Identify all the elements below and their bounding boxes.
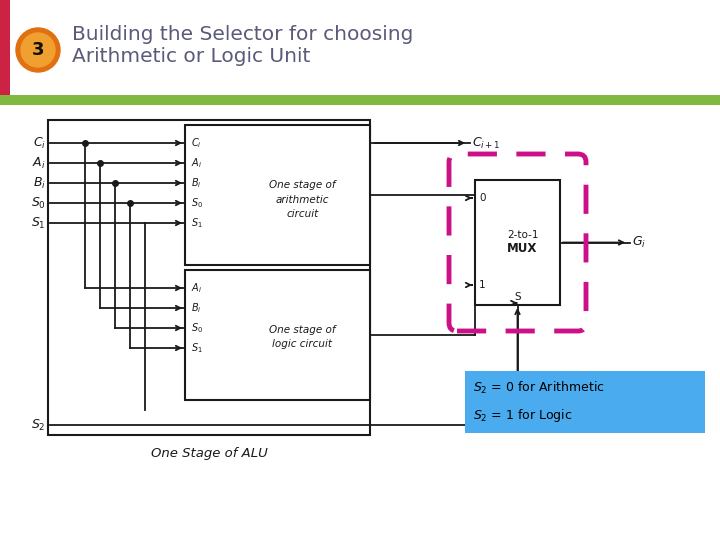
Text: $S_2$ = 0 for Arithmetic: $S_2$ = 0 for Arithmetic bbox=[473, 380, 605, 396]
Text: 3: 3 bbox=[32, 41, 44, 59]
Bar bbox=[475, 180, 560, 305]
Text: Building the Selector for choosing: Building the Selector for choosing bbox=[72, 25, 413, 44]
Text: $S_1$: $S_1$ bbox=[191, 216, 203, 230]
Circle shape bbox=[16, 28, 60, 72]
Text: 2-to-1: 2-to-1 bbox=[507, 230, 539, 240]
Text: $C_i$: $C_i$ bbox=[33, 136, 46, 151]
Text: $B_i$: $B_i$ bbox=[191, 301, 202, 315]
Text: One Stage of ALU: One Stage of ALU bbox=[150, 447, 267, 460]
Text: arithmetic: arithmetic bbox=[276, 195, 329, 205]
Bar bbox=[48, 120, 370, 435]
Text: $S_0$: $S_0$ bbox=[31, 195, 46, 211]
Text: $A_i$: $A_i$ bbox=[191, 156, 202, 170]
Circle shape bbox=[21, 33, 55, 67]
Bar bbox=[0, 95, 720, 105]
Text: $C_i$: $C_i$ bbox=[191, 136, 202, 150]
Text: logic circuit: logic circuit bbox=[272, 339, 333, 349]
Text: $B_i$: $B_i$ bbox=[191, 176, 202, 190]
Bar bbox=[185, 270, 370, 400]
Text: $C_{i+1}$: $C_{i+1}$ bbox=[472, 136, 500, 151]
Text: MUX: MUX bbox=[508, 242, 538, 255]
Text: One stage of: One stage of bbox=[269, 325, 336, 335]
Text: $A_i$: $A_i$ bbox=[191, 281, 202, 295]
Text: $G_i$: $G_i$ bbox=[632, 235, 646, 250]
Text: $S_0$: $S_0$ bbox=[191, 196, 203, 210]
Text: S: S bbox=[514, 292, 521, 302]
Text: 0: 0 bbox=[479, 193, 485, 203]
Text: circuit: circuit bbox=[287, 209, 319, 219]
Text: 1: 1 bbox=[479, 280, 485, 290]
Text: $S_1$: $S_1$ bbox=[32, 215, 46, 231]
Text: Arithmetic or Logic Unit: Arithmetic or Logic Unit bbox=[72, 48, 310, 66]
Text: $B_i$: $B_i$ bbox=[33, 176, 46, 191]
Text: $A_i$: $A_i$ bbox=[32, 156, 46, 171]
Bar bbox=[0, 0, 10, 95]
Text: One stage of: One stage of bbox=[269, 180, 336, 190]
Bar bbox=[185, 125, 370, 265]
Bar bbox=[465, 371, 705, 433]
Text: $S_0$: $S_0$ bbox=[191, 321, 203, 335]
Text: $S_1$: $S_1$ bbox=[191, 341, 203, 355]
Text: $S_2$: $S_2$ bbox=[32, 417, 46, 433]
Text: $S_2$ = 1 for Logic: $S_2$ = 1 for Logic bbox=[473, 408, 572, 424]
